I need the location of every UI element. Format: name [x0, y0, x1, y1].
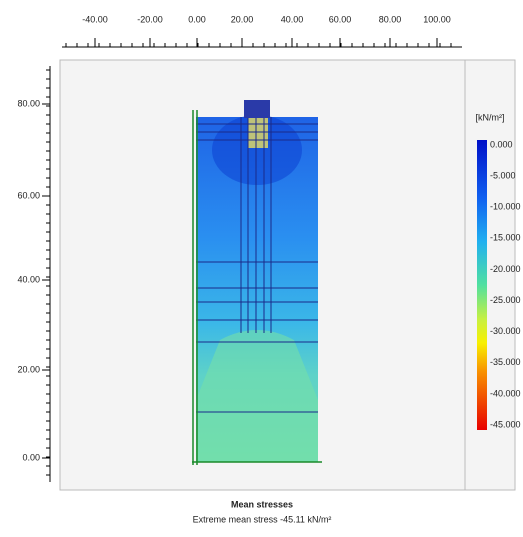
boundaries [192, 110, 322, 465]
top-tick-label: -40.00 [82, 14, 108, 24]
legend-label: -40.000 [490, 388, 521, 398]
top-tick-label: 40.00 [281, 14, 304, 24]
top-tick-label: 60.00 [329, 14, 352, 24]
legend-label: -10.000 [490, 202, 521, 212]
caption-subtitle: Extreme mean stress -45.11 kN/m² [193, 514, 332, 524]
legend-label: -5.000 [490, 170, 516, 180]
top-tick-label: 0.00 [188, 14, 206, 24]
legend-label: -45.000 [490, 419, 521, 429]
top-tick-label: -20.00 [137, 14, 163, 24]
left-tick-label: 80.00 [17, 98, 40, 108]
legend-label: -15.000 [490, 233, 521, 243]
top-tick-label: 20.00 [231, 14, 254, 24]
left-tick-label: 20.00 [17, 364, 40, 374]
left-tick-label: 40.00 [17, 274, 40, 284]
contour [196, 330, 318, 462]
legend-label: -35.000 [490, 357, 521, 367]
legend-label: -20.000 [490, 264, 521, 274]
legend-unit: [kN/m²] [476, 112, 505, 122]
legend-label: 0.000 [490, 139, 513, 149]
layer-lines [196, 117, 318, 413]
left-tick-label: 0.00 [22, 452, 40, 462]
caption-title: Mean stresses [231, 499, 293, 509]
structure [244, 100, 270, 118]
top-tick-label: 80.00 [379, 14, 402, 24]
top-tick-label: 100.00 [423, 14, 451, 24]
contour [248, 118, 268, 148]
legend-panel [464, 59, 516, 491]
color-bar [477, 140, 487, 430]
legend-label: -25.000 [490, 295, 521, 305]
legend-label: -30.000 [490, 326, 521, 336]
left-tick-label: 60.00 [17, 190, 40, 200]
